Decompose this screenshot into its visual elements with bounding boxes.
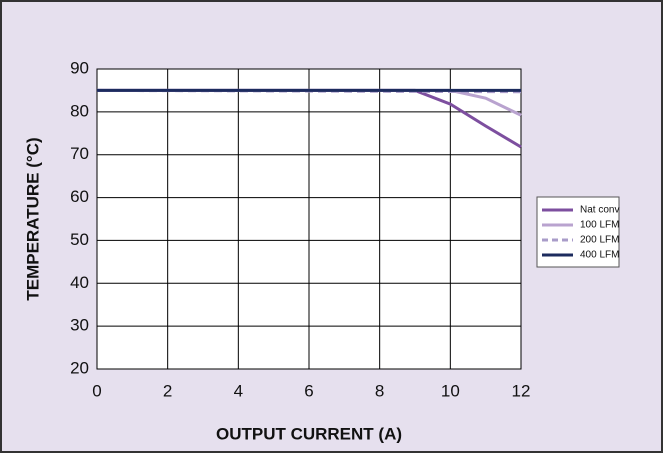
x-tick-label: 6 — [304, 381, 313, 400]
y-axis-label: TEMPERATURE (°C) — [23, 137, 42, 300]
y-tick-label: 20 — [70, 358, 89, 377]
x-tick-label: 8 — [375, 381, 384, 400]
x-tick-label: 0 — [92, 381, 101, 400]
legend-label: 100 LFM — [580, 220, 619, 231]
x-tick-label: 12 — [512, 381, 531, 400]
plot-border — [96, 68, 522, 370]
y-tick-label: 40 — [70, 273, 89, 292]
x-tick-label: 10 — [441, 381, 460, 400]
y-tick-label: 30 — [70, 316, 89, 335]
y-tick-label: 80 — [70, 101, 89, 120]
y-tick-label: 90 — [70, 58, 89, 77]
legend-label: Nat conv — [580, 205, 619, 216]
y-tick-label: 60 — [70, 187, 89, 206]
y-tick-label: 70 — [70, 144, 89, 163]
x-tick-label: 2 — [163, 381, 172, 400]
y-tick-label: 50 — [70, 230, 89, 249]
legend-label: 200 LFM — [580, 235, 619, 246]
legend-label: 400 LFM — [580, 250, 619, 261]
x-tick-label: 4 — [234, 381, 243, 400]
x-axis-label: OUTPUT CURRENT (A) — [216, 424, 402, 443]
